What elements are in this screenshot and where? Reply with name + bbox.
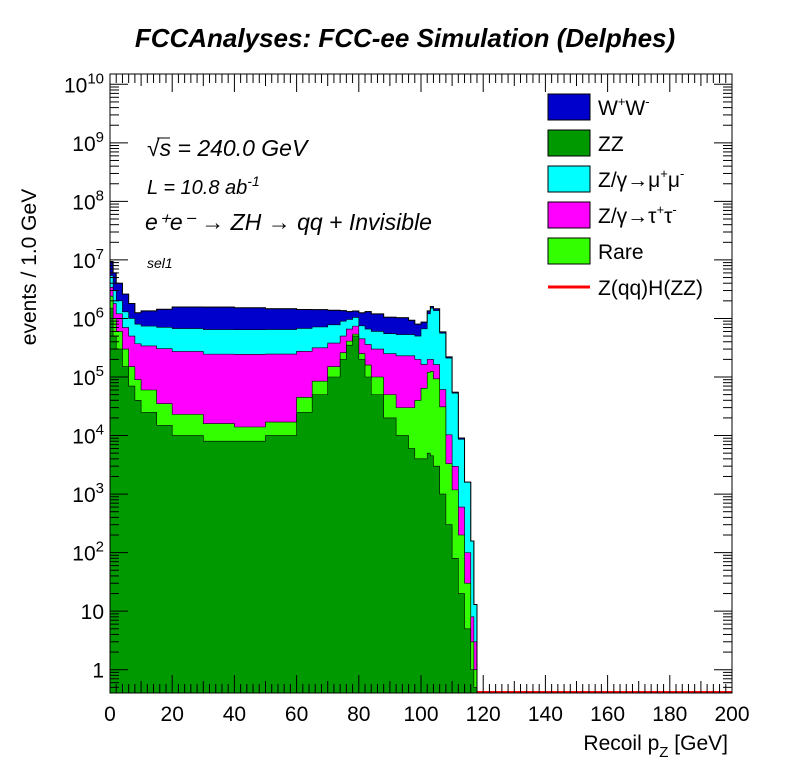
- x-tick-label: 200: [714, 703, 749, 726]
- legend: W+W- ZZ Z/γ→μ+μ- Z/γ→τ+τ- Rare Z(qq)H(ZZ): [547, 93, 703, 300]
- legend-entry: Z/γ→τ+τ-: [547, 201, 677, 229]
- legend-entry: W+W-: [547, 93, 650, 121]
- legend-swatch: [547, 93, 591, 121]
- x-axis-label-main: Recoil p: [583, 732, 659, 755]
- y-tick-label: 105: [72, 363, 104, 390]
- x-tick-label: 140: [528, 703, 563, 726]
- sqrt-s-annotation: √s = 240.0 GeV: [147, 135, 310, 161]
- x-axis-label-unit: [GeV]: [674, 732, 728, 755]
- annotations: √s = 240.0 GeV L = 10.8 ab-1 e⁺e⁻ → ZH →…: [145, 135, 432, 271]
- y-tick-label: 10: [81, 601, 104, 624]
- legend-entry: Z(qq)H(ZZ): [548, 277, 703, 300]
- y-axis: 1 10 102 103 104 105 106 107 108 109 1010: [64, 70, 732, 688]
- y-tick-label: 1: [92, 660, 104, 683]
- process-annotation: e⁺e⁻ → ZH → qq + Invisible: [145, 209, 432, 235]
- x-tick-label: 60: [285, 703, 308, 726]
- y-tick-label: 103: [72, 480, 104, 507]
- x-tick-label: 180: [652, 703, 687, 726]
- x-tick-label: 100: [403, 703, 438, 726]
- legend-label: Z/γ→τ+τ-: [598, 202, 677, 228]
- legend-label: Z(qq)H(ZZ): [598, 277, 703, 300]
- x-tick-label: 20: [161, 703, 184, 726]
- y-tick-label: 107: [72, 246, 104, 273]
- y-tick-label: 109: [72, 129, 104, 156]
- x-tick-label: 40: [223, 703, 246, 726]
- y-tick-label: 108: [72, 187, 104, 214]
- stack-outline: [109, 261, 732, 694]
- legend-swatch: [547, 165, 591, 193]
- chart-title: FCCAnalyses: FCC-ee Simulation (Delphes): [135, 23, 675, 53]
- y-tick-label: 102: [72, 539, 104, 566]
- legend-entry: Z/γ→μ+μ-: [547, 165, 684, 193]
- legend-label: W+W-: [598, 94, 650, 120]
- x-tick-label: 0: [104, 703, 116, 726]
- x-tick-label: 80: [347, 703, 370, 726]
- stack-layer-zz: [109, 307, 732, 694]
- y-tick-label: 104: [72, 422, 104, 449]
- x-axis-label-sub: Z: [659, 744, 668, 761]
- legend-label: Rare: [598, 241, 644, 264]
- stack-layers: [109, 261, 732, 694]
- x-tick-label: 160: [590, 703, 625, 726]
- x-axis-label: Recoil pZ [GeV]: [583, 732, 728, 761]
- plot-area: [109, 73, 733, 694]
- y-tick-label: 1010: [64, 70, 104, 97]
- x-axis: 0 20 40 60 80 100 120 140 160 180 200: [104, 74, 750, 726]
- y-axis-label: events / 1.0 GeV: [18, 189, 41, 345]
- legend-entry: ZZ: [547, 129, 624, 157]
- selection-annotation: sel1: [147, 255, 173, 271]
- legend-swatch: [547, 237, 591, 265]
- lumi-annotation: L = 10.8 ab-1: [147, 173, 260, 199]
- legend-swatch: [547, 201, 591, 229]
- legend-swatch: [547, 129, 591, 157]
- legend-entry: Rare: [547, 237, 644, 265]
- x-tick-label: 120: [466, 703, 501, 726]
- legend-label: Z/γ→μ+μ-: [598, 166, 684, 192]
- legend-label: ZZ: [598, 133, 624, 156]
- y-tick-label: 106: [72, 304, 104, 331]
